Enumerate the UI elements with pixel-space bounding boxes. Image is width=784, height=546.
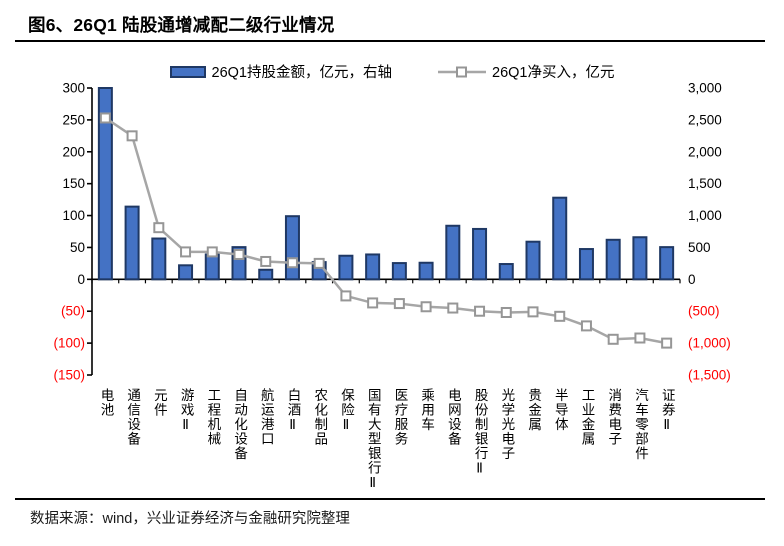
bar [578,248,594,281]
category-label: 光学光电子 [499,388,515,461]
category-label: 乘用车 [419,388,435,432]
category-label: 医疗服务 [392,388,408,446]
legend-bar-label: 26Q1持股金额，亿元，右轴 [211,65,392,81]
category-label: 股份制银行Ⅱ [472,388,488,478]
left-axis-tick-label: 300 [62,81,85,96]
line-marker [313,257,325,269]
bar [525,240,541,281]
bar [284,215,300,281]
line-marker [447,302,459,314]
bar [338,254,354,281]
left-axis-tick-label: 150 [62,176,85,191]
right-axis-tick-label: 0 [688,272,696,287]
bar [178,264,194,281]
line-marker [367,297,379,309]
line-marker [527,306,539,318]
category-label: 白酒Ⅱ [285,388,301,434]
bar [97,87,113,281]
bar [659,246,675,281]
category-label: 半导体 [552,388,568,432]
line-marker [233,248,245,260]
legend-line-label: 26Q1净买入，亿元 [492,65,615,81]
right-axis-tick-label: 1,000 [688,208,722,223]
right-axis-tick-label: 2,500 [688,112,722,127]
trend-line [104,116,667,345]
bar [258,268,274,281]
bar [472,227,488,281]
left-axis-tick-label: (150) [53,368,85,383]
line-marker [634,332,646,344]
line-marker [474,305,486,317]
line-marker [661,337,673,349]
category-label: 电池 [98,388,114,417]
source-rule [15,498,765,500]
line-marker [500,306,512,318]
line-marker [286,257,298,269]
bar [605,238,621,281]
bar [632,236,648,281]
category-label: 自动化设备 [232,388,248,461]
category-label: 国有大型银行Ⅱ [365,388,381,492]
category-label: 农化制品 [312,388,328,446]
line-marker [180,246,192,258]
bar [445,224,461,281]
bar-series-swatch-icon [169,65,206,78]
right-axis-tick-label: (500) [688,304,720,319]
line-marker [420,301,432,313]
category-label: 通信设备 [125,388,141,446]
line-marker [153,222,165,234]
bar [365,253,381,281]
bar [418,261,434,281]
line-series-swatch-icon [438,66,486,77]
category-label: 元件 [151,388,167,417]
legend-item-line: 26Q1净买入，亿元 [438,61,614,82]
category-label: 工业金属 [579,388,595,446]
right-axis-tick-label: 500 [688,240,711,255]
category-label: 航运港口 [258,388,274,446]
left-axis-tick-label: 250 [62,112,85,127]
line-marker [340,290,352,302]
left-axis-tick-label: 50 [70,240,85,255]
right-axis-tick-label: 1,500 [688,176,722,191]
bar [552,196,568,281]
line-marker [126,130,138,142]
bar [498,263,514,281]
category-label: 游戏Ⅱ [178,388,194,434]
left-axis-tick-label: (100) [53,336,85,351]
title-rule [15,40,765,42]
left-axis-tick-label: 200 [62,144,85,159]
category-label: 保险Ⅱ [338,388,354,434]
line-marker [554,310,566,322]
category-label: 电网设备 [445,388,461,446]
left-axis-tick-label: 100 [62,208,85,223]
category-label: 工程机械 [205,388,221,446]
data-source-note: 数据来源：wind，兴业证券经济与金融研究院整理 [30,511,350,527]
line-marker [580,320,592,332]
legend-item-bar: 26Q1持股金额，亿元，右轴 [169,61,392,82]
category-label: 消费电子 [606,388,622,446]
bar [124,205,140,281]
right-axis-tick-label: (1,500) [688,368,731,383]
bar [204,253,220,281]
figure-title: 图6、26Q1 陆股通增减配二级行业情况 [28,15,335,35]
category-axis-labels: 电池 通信设备 元件 游戏Ⅱ 工程机械 自动化设备 航运港口 白酒Ⅱ 农化制品 保险Ⅱ 国有大型银行… [0,388,784,498]
chart-legend: 26Q1持股金额，亿元，右轴 26Q1净买入，亿元 [0,61,784,82]
left-axis-tick-label: 0 [77,272,85,287]
line-marker [206,246,218,258]
line-marker [99,112,111,124]
category-label: 汽车零部件 [632,388,648,461]
right-axis-tick-label: 2,000 [688,144,722,159]
right-axis-tick-label: 3,000 [688,81,722,96]
category-label: 证券Ⅱ [659,388,675,434]
bar [151,237,167,281]
right-axis-tick-label: (1,000) [688,336,731,351]
bar [391,262,407,281]
category-label: 贵金属 [526,388,542,432]
line-marker [393,298,405,310]
left-axis-tick-label: (50) [61,304,85,319]
line-marker [607,333,619,345]
line-marker [260,255,272,267]
